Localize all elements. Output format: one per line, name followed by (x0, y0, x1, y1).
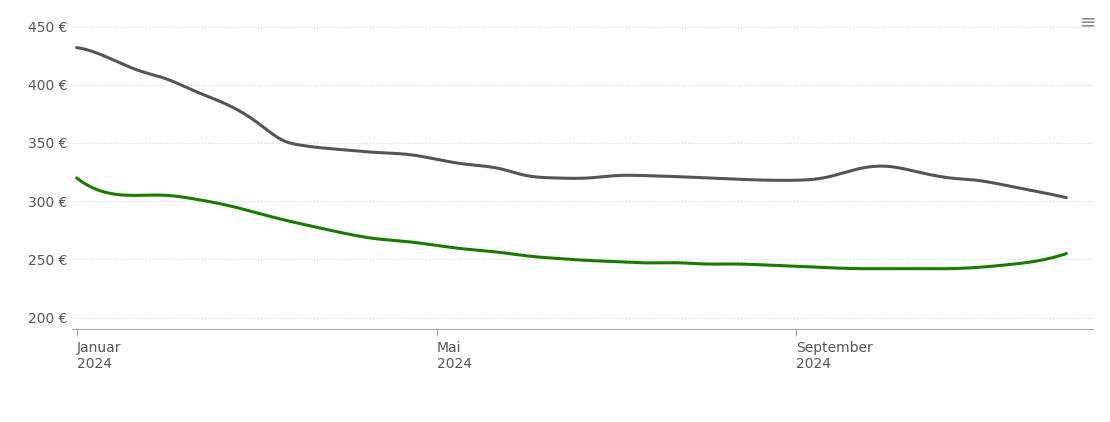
Text: ≡: ≡ (1080, 13, 1097, 32)
